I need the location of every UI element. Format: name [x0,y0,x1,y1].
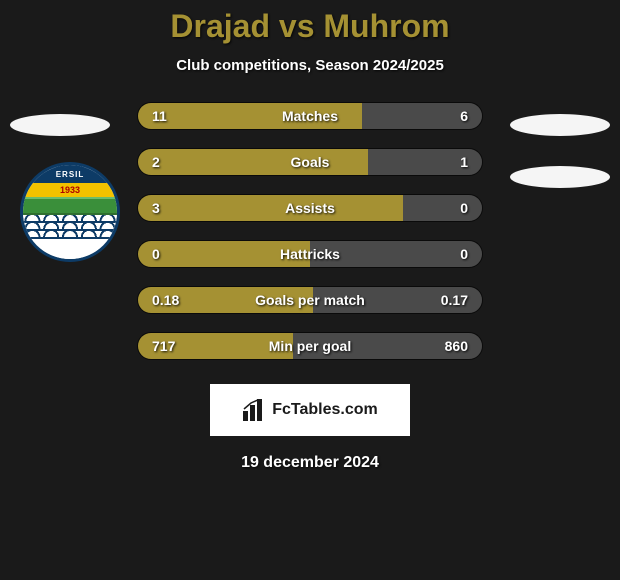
player2-badge-placeholder-2 [510,166,610,188]
card-title: Drajad vs Muhrom [170,8,449,45]
watermark-text: FcTables.com [272,401,378,419]
wave-line [23,223,117,231]
stat-left-segment [138,287,313,313]
club-logo-greenstripe [23,197,117,215]
title-vs: vs [270,8,323,44]
stat-left-segment [138,149,368,175]
stat-right-segment [362,103,482,129]
title-player2: Muhrom [323,8,449,44]
stat-right-segment [368,149,482,175]
stat-right-segment [403,195,482,221]
watermark-inner: FcTables.com [242,399,378,421]
stat-left-segment [138,241,310,267]
player2-badge-placeholder-1 [510,114,610,136]
stat-row: 21Goals [137,148,483,176]
bars-icon [242,399,268,421]
stat-row: 0.180.17Goals per match [137,286,483,314]
stat-row: 00Hattricks [137,240,483,268]
title-player1: Drajad [170,8,270,44]
stat-left-segment [138,103,362,129]
player1-badge-placeholder [10,114,110,136]
wave-line [23,231,117,239]
stat-right-segment [293,333,482,359]
stat-right-segment [310,241,482,267]
stat-right-segment [313,287,482,313]
watermark-badge: FcTables.com [210,384,410,436]
stat-row: 30Assists [137,194,483,222]
stat-row: 717860Min per goal [137,332,483,360]
club-logo-year: 1933 [23,183,117,197]
stat-row: 116Matches [137,102,483,130]
date-text: 19 december 2024 [241,454,379,472]
club-logo-toptext: ERSIL [23,165,117,183]
card-subtitle: Club competitions, Season 2024/2025 [176,57,444,74]
club-logo: ERSIL 1933 [20,162,120,262]
stats-rows: ERSIL 1933 116Matches 21Goals 30Assists 00H… [0,102,620,378]
club-logo-year-text: 1933 [60,185,80,195]
stat-left-segment [138,195,403,221]
wave-line [23,215,117,223]
stat-left-segment [138,333,293,359]
comparison-card: Drajad vs Muhrom Club competitions, Seas… [0,0,620,472]
club-logo-waves [23,215,117,259]
